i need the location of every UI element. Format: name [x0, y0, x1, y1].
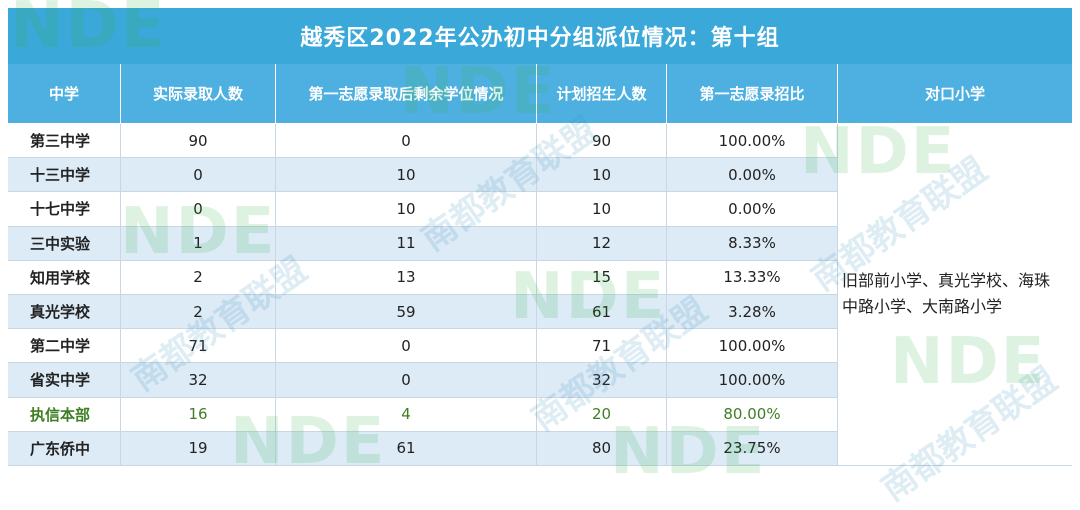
row-ratio: 100.00% — [667, 363, 838, 398]
row-planned: 20 — [537, 397, 667, 432]
header-school: 中学 — [8, 64, 121, 124]
header-remaining: 第一志愿录取后剩余学位情况 — [276, 64, 537, 124]
row-admitted: 0 — [121, 192, 276, 227]
matched-primary-cell: 旧部前小学、真光学校、海珠中路小学、大南路小学 — [838, 124, 1072, 466]
row-planned: 12 — [537, 226, 667, 261]
row-planned: 90 — [537, 124, 667, 159]
row-admitted: 0 — [121, 158, 276, 193]
row-school: 第三中学 — [8, 124, 121, 159]
row-remaining: 0 — [276, 363, 537, 398]
row-remaining: 0 — [276, 124, 537, 159]
row-remaining: 4 — [276, 397, 537, 432]
row-school: 省实中学 — [8, 363, 121, 398]
row-ratio: 3.28% — [667, 294, 838, 330]
row-remaining: 59 — [276, 294, 537, 330]
row-ratio: 100.00% — [667, 124, 838, 159]
row-admitted: 16 — [121, 397, 276, 432]
admission-table: 中学 实际录取人数 第一志愿录取后剩余学位情况 计划招生人数 第一志愿录招比 对… — [8, 64, 1072, 466]
row-planned: 32 — [537, 363, 667, 398]
row-ratio: 0.00% — [667, 158, 838, 193]
row-remaining: 61 — [276, 431, 537, 466]
row-remaining: 0 — [276, 329, 537, 364]
row-school: 十三中学 — [8, 158, 121, 193]
row-school: 十七中学 — [8, 192, 121, 227]
row-admitted: 2 — [121, 260, 276, 295]
row-ratio: 80.00% — [667, 397, 838, 432]
row-remaining: 11 — [276, 226, 537, 261]
row-planned: 61 — [537, 294, 667, 330]
row-school: 真光学校 — [8, 294, 121, 330]
row-ratio: 100.00% — [667, 329, 838, 364]
row-ratio: 0.00% — [667, 192, 838, 227]
row-school: 执信本部 — [8, 397, 121, 432]
row-remaining: 13 — [276, 260, 537, 295]
row-remaining: 10 — [276, 192, 537, 227]
row-school: 三中实验 — [8, 226, 121, 261]
header-ratio: 第一志愿录招比 — [667, 64, 838, 124]
row-admitted: 2 — [121, 294, 276, 330]
row-ratio: 23.75% — [667, 431, 838, 466]
row-planned: 15 — [537, 260, 667, 295]
row-remaining: 10 — [276, 158, 537, 193]
header-planned: 计划招生人数 — [537, 64, 667, 124]
row-admitted: 1 — [121, 226, 276, 261]
header-admitted: 实际录取人数 — [121, 64, 276, 124]
row-admitted: 32 — [121, 363, 276, 398]
row-ratio: 8.33% — [667, 226, 838, 261]
page-title: 越秀区2022年公办初中分组派位情况：第十组 — [8, 8, 1072, 64]
header-matched-primary: 对口小学 — [838, 64, 1072, 124]
row-school: 广东侨中 — [8, 431, 121, 466]
table-image: 越秀区2022年公办初中分组派位情况：第十组 中学 实际录取人数 第一志愿录取后… — [8, 0, 1072, 510]
row-admitted: 90 — [121, 124, 276, 159]
row-school: 知用学校 — [8, 260, 121, 295]
row-school: 第二中学 — [8, 329, 121, 364]
row-admitted: 19 — [121, 431, 276, 466]
row-planned: 10 — [537, 192, 667, 227]
row-ratio: 13.33% — [667, 260, 838, 295]
row-planned: 10 — [537, 158, 667, 193]
row-planned: 80 — [537, 431, 667, 466]
row-admitted: 71 — [121, 329, 276, 364]
row-planned: 71 — [537, 329, 667, 364]
